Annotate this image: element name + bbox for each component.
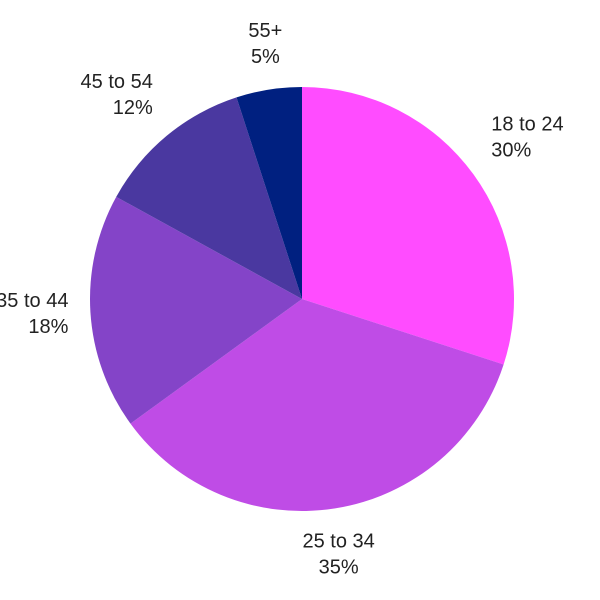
slice-label: 45 to 54 [81, 71, 153, 93]
slice-value-label: 12% [113, 97, 153, 119]
slice-value-label: 35% [319, 556, 359, 578]
pie-slice [236, 87, 302, 299]
pie-slice [130, 299, 504, 511]
slice-value-label: 30% [491, 140, 531, 162]
slice-label: 35 to 44 [0, 290, 68, 312]
slice-label: 25 to 34 [302, 530, 374, 552]
pie-slice [116, 97, 302, 299]
slice-label: 18 to 24 [491, 114, 563, 136]
pie-slice [302, 87, 514, 365]
slice-label: 55+ [248, 20, 282, 42]
slice-value-label: 5% [251, 46, 280, 68]
pie-slice [90, 196, 302, 424]
slice-value-label: 18% [28, 316, 68, 338]
